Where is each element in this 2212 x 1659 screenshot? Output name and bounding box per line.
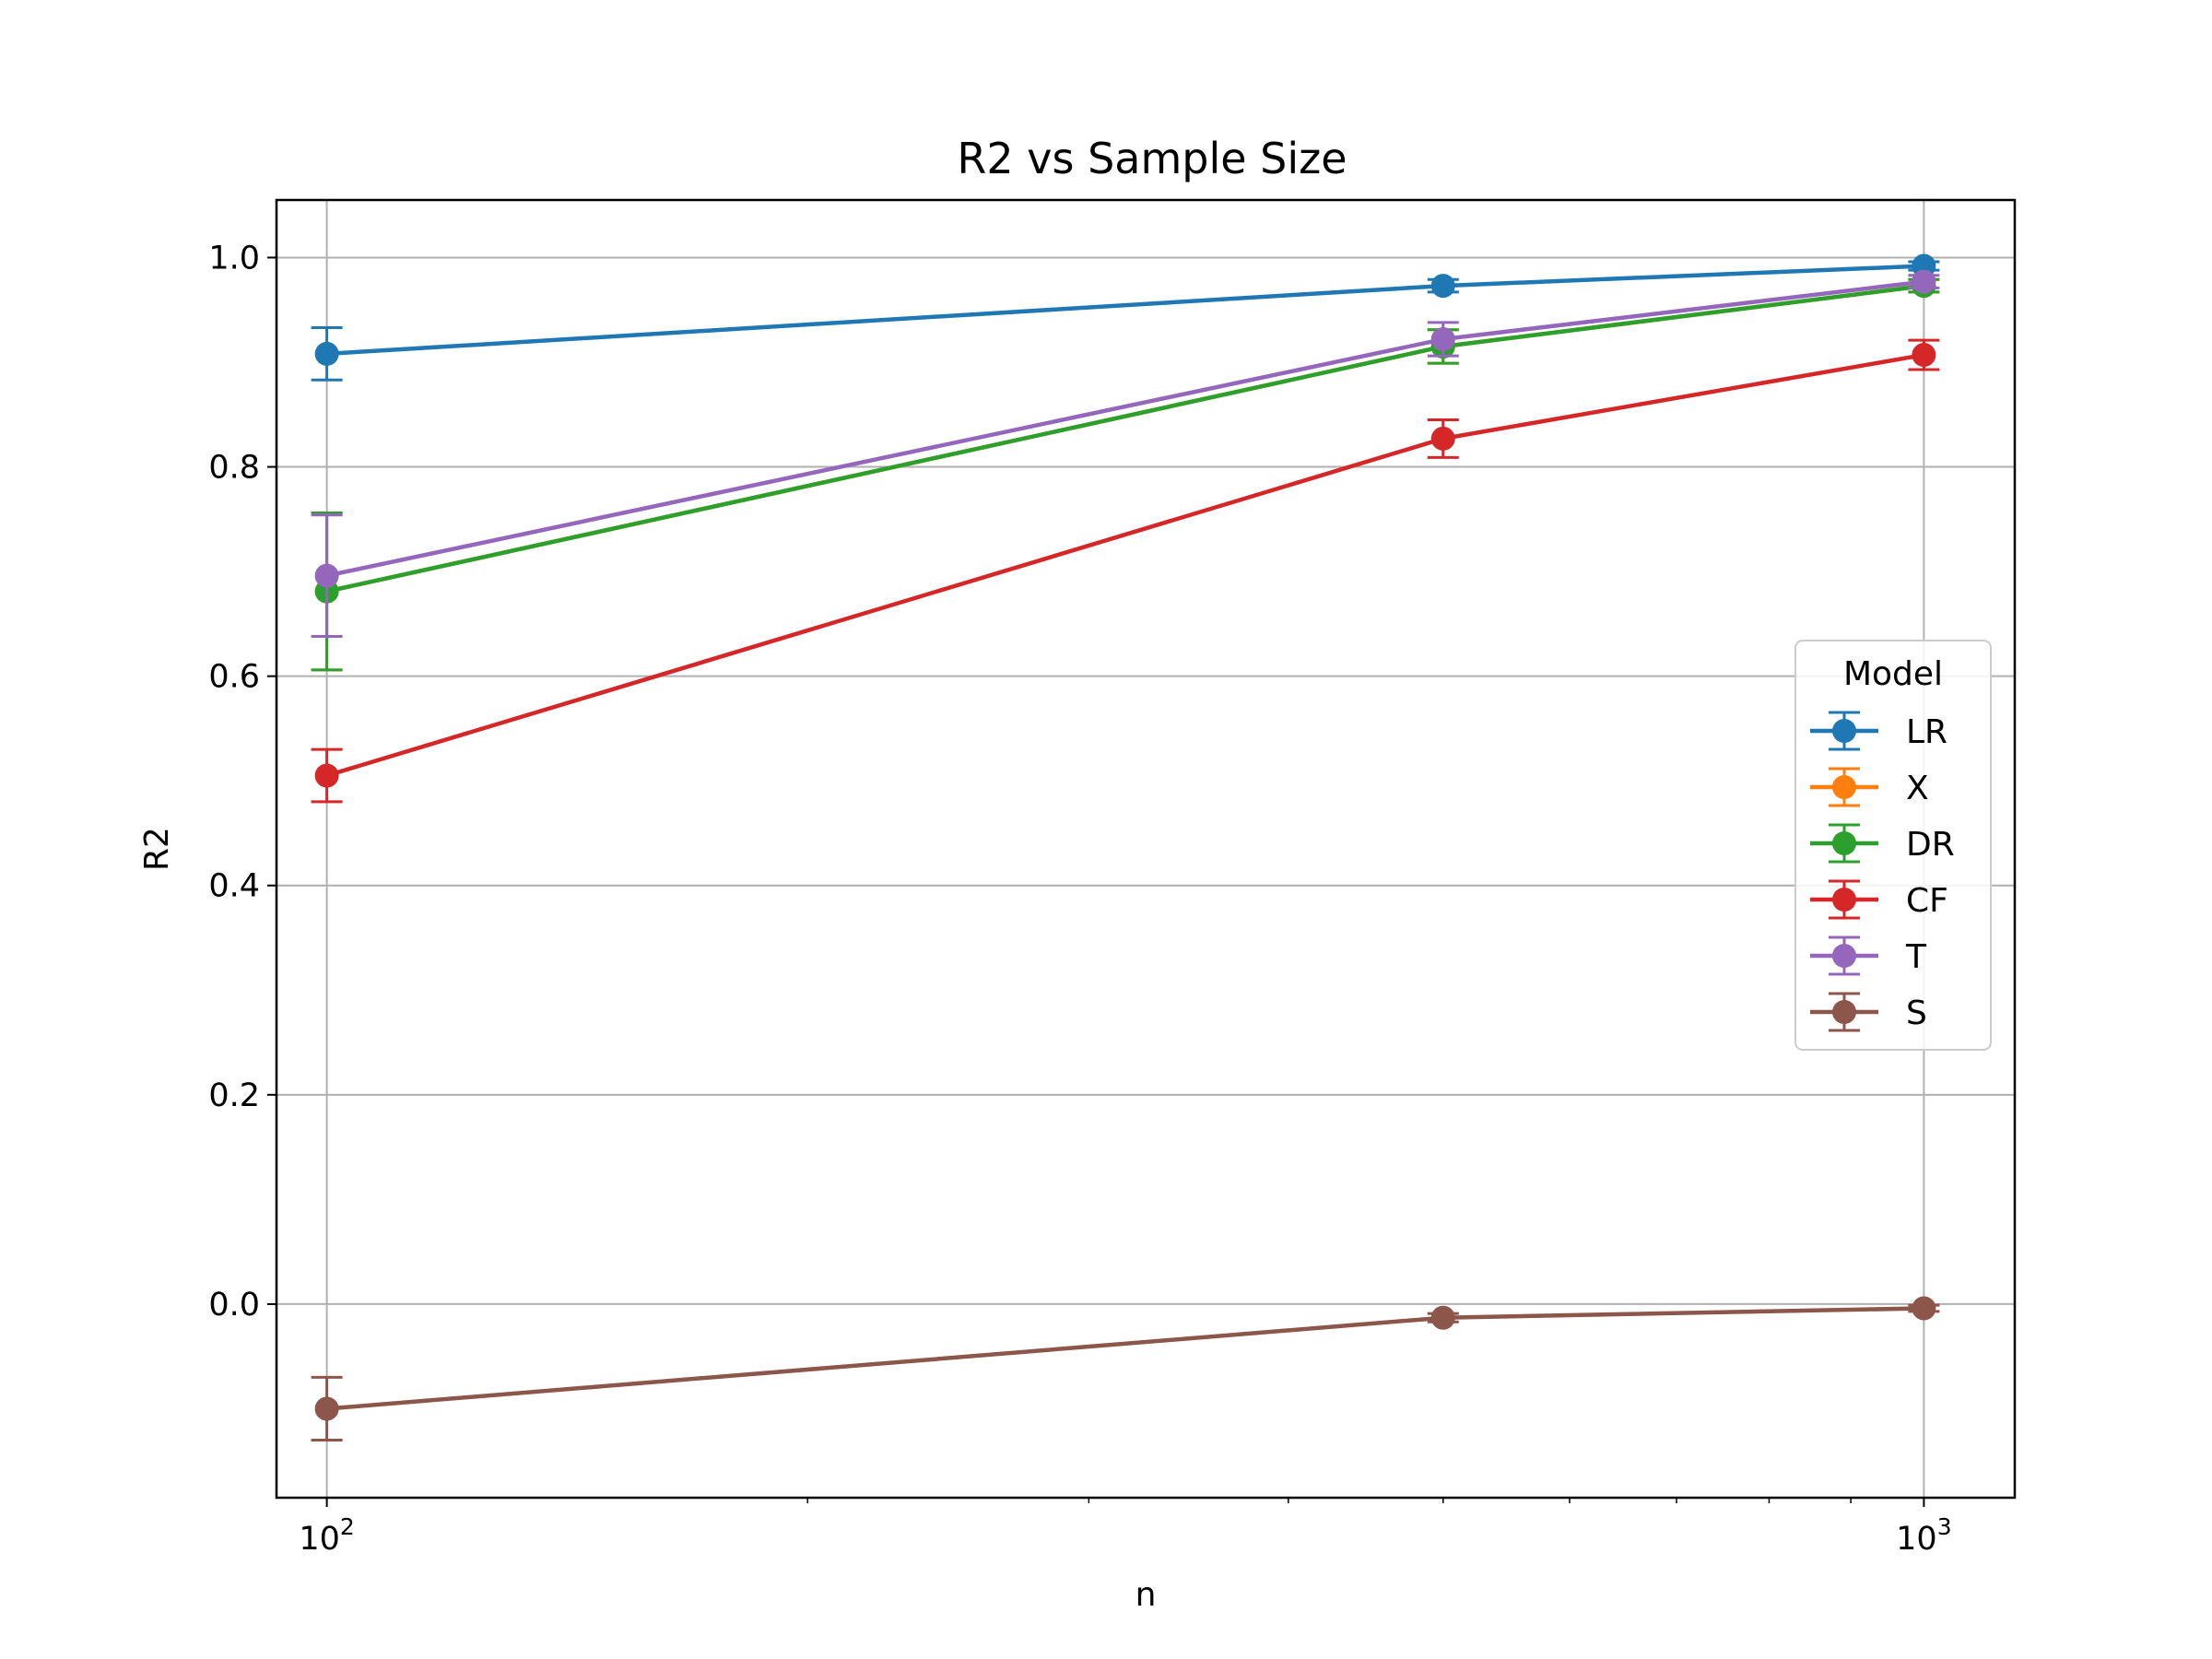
- legend-marker: [1832, 1000, 1856, 1024]
- legend-marker: [1832, 831, 1856, 855]
- legend-label: DR: [1906, 826, 1955, 864]
- legend-title: Model: [1843, 655, 1943, 693]
- data-point: [1430, 327, 1455, 352]
- y-tick-label: 0.8: [208, 450, 260, 487]
- legend-entry-t: T: [1810, 935, 1927, 976]
- legend-entry-s: S: [1810, 992, 1927, 1032]
- x-tick-base: 10: [1896, 1521, 1937, 1558]
- legend-entry-x: X: [1810, 767, 1929, 807]
- data-point: [1430, 426, 1455, 451]
- plot-area-frame: [275, 198, 2017, 1500]
- legend-marker: [1832, 719, 1856, 743]
- legend: Model LR X DR CF TS: [1794, 640, 1992, 1051]
- legend-entry-dr: DR: [1810, 823, 1955, 864]
- y-tick-label: 0.6: [208, 659, 260, 696]
- y-tick-label: 0.4: [208, 868, 260, 905]
- series-lr: [311, 253, 1940, 382]
- x-tick-label: 103: [1896, 1513, 1951, 1558]
- chart-title: R2 vs Sample Size: [957, 134, 1347, 183]
- data-point: [1912, 269, 1936, 294]
- x-tick-exponent: 3: [1937, 1513, 1952, 1540]
- data-point: [1912, 1296, 1936, 1321]
- legend-marker: [1832, 775, 1856, 799]
- legend-entry-cf: CF: [1810, 879, 1948, 920]
- legend-marker: [1832, 888, 1856, 912]
- y-tick-label: 0.2: [208, 1077, 260, 1114]
- data-point: [314, 763, 339, 788]
- y-axis-label: R2: [138, 827, 176, 871]
- x-tick-exponent: 2: [340, 1513, 355, 1540]
- x-axis-label: n: [1135, 1576, 1157, 1614]
- data-point: [314, 1396, 339, 1421]
- legend-label: LR: [1906, 713, 1947, 751]
- x-tick-label: 102: [299, 1513, 354, 1558]
- x-tick-base: 10: [299, 1521, 340, 1558]
- y-tick-label: 0.0: [208, 1287, 260, 1324]
- data-point: [1912, 343, 1936, 368]
- series-cf: [311, 338, 1940, 804]
- data-point: [1430, 1305, 1455, 1330]
- series-s: [311, 1296, 1940, 1442]
- grid: [276, 200, 2015, 1498]
- legend-label: T: [1905, 938, 1927, 976]
- plot-series: [311, 253, 1940, 1442]
- legend-label: X: [1906, 770, 1929, 807]
- series-t: [311, 269, 1940, 638]
- legend-marker: [1832, 944, 1856, 968]
- data-point: [1430, 274, 1455, 299]
- legend-label: S: [1906, 994, 1927, 1032]
- data-point: [314, 563, 339, 588]
- y-tick-label: 1.0: [208, 240, 260, 276]
- legend-label: CF: [1906, 882, 1948, 920]
- data-point: [314, 341, 339, 366]
- legend-entry-lr: LR: [1810, 711, 1947, 751]
